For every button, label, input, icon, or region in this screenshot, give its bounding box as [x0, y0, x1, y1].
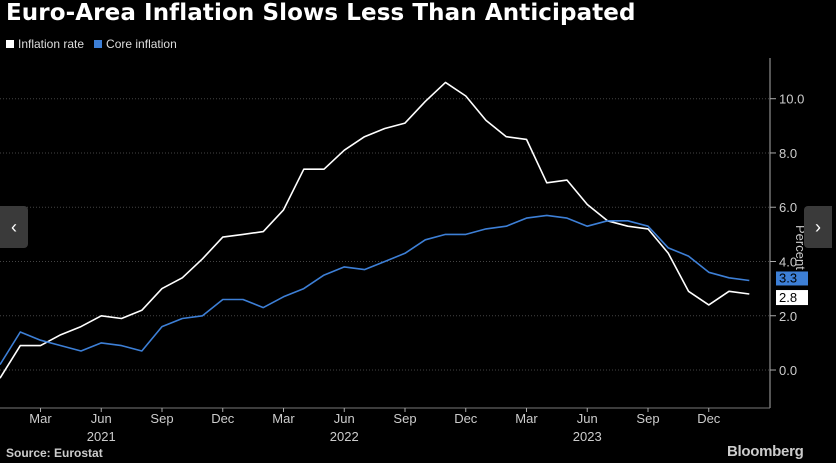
y-tick-label: 8.0: [779, 146, 797, 161]
x-tick-label: Mar: [272, 411, 295, 426]
legend-swatch-inflation: [6, 40, 14, 48]
x-tick-label: Sep: [393, 411, 416, 426]
x-tick-label: Jun: [577, 411, 598, 426]
end-label-box-inflation: [776, 290, 808, 306]
legend-label-inflation: Inflation rate: [18, 37, 85, 51]
legend-item-core: Core inflation: [94, 37, 177, 51]
core-inflation-line: [0, 214, 750, 366]
chevron-left-icon: ‹: [11, 216, 17, 237]
end-label-core: 3.3: [779, 270, 797, 285]
legend-label-core: Core inflation: [106, 37, 177, 51]
end-label-inflation: 2.8: [779, 290, 797, 305]
x-tick-label: Mar: [29, 411, 52, 426]
y-tick-label: 2.0: [779, 309, 797, 324]
legend: Inflation rate Core inflation: [6, 37, 177, 51]
end-label-box-core: [776, 271, 808, 286]
x-tick-label: Jun: [334, 411, 355, 426]
x-tick-label: Dec: [454, 411, 478, 426]
previous-chart-button[interactable]: ‹: [0, 206, 28, 248]
legend-item-inflation: Inflation rate: [6, 37, 84, 51]
x-year-label: 2023: [573, 429, 602, 444]
x-tick-label: Jun: [91, 411, 112, 426]
chart-title: Euro-Area Inflation Slows Less Than Anti…: [6, 0, 636, 26]
x-tick-label: Mar: [515, 411, 538, 426]
x-tick-label: Sep: [636, 411, 659, 426]
legend-swatch-core: [94, 40, 103, 48]
x-year-label: 2022: [330, 429, 359, 444]
y-tick-label: 6.0: [779, 200, 797, 215]
x-tick-label: Dec: [211, 411, 235, 426]
y-tick-label: 10.0: [779, 92, 804, 107]
bloomberg-logo: Bloomberg: [727, 443, 804, 460]
x-tick-label: Dec: [697, 411, 721, 426]
inflation-rate-line: [0, 81, 750, 379]
y-tick-label: 4.0: [779, 254, 797, 269]
next-chart-button[interactable]: ›: [804, 206, 832, 248]
x-tick-label: Sep: [150, 411, 173, 426]
x-year-label: 2021: [87, 429, 116, 444]
chevron-right-icon: ›: [815, 216, 821, 237]
y-tick-label: 0.0: [779, 363, 797, 378]
source-note: Source: Eurostat: [6, 446, 103, 460]
